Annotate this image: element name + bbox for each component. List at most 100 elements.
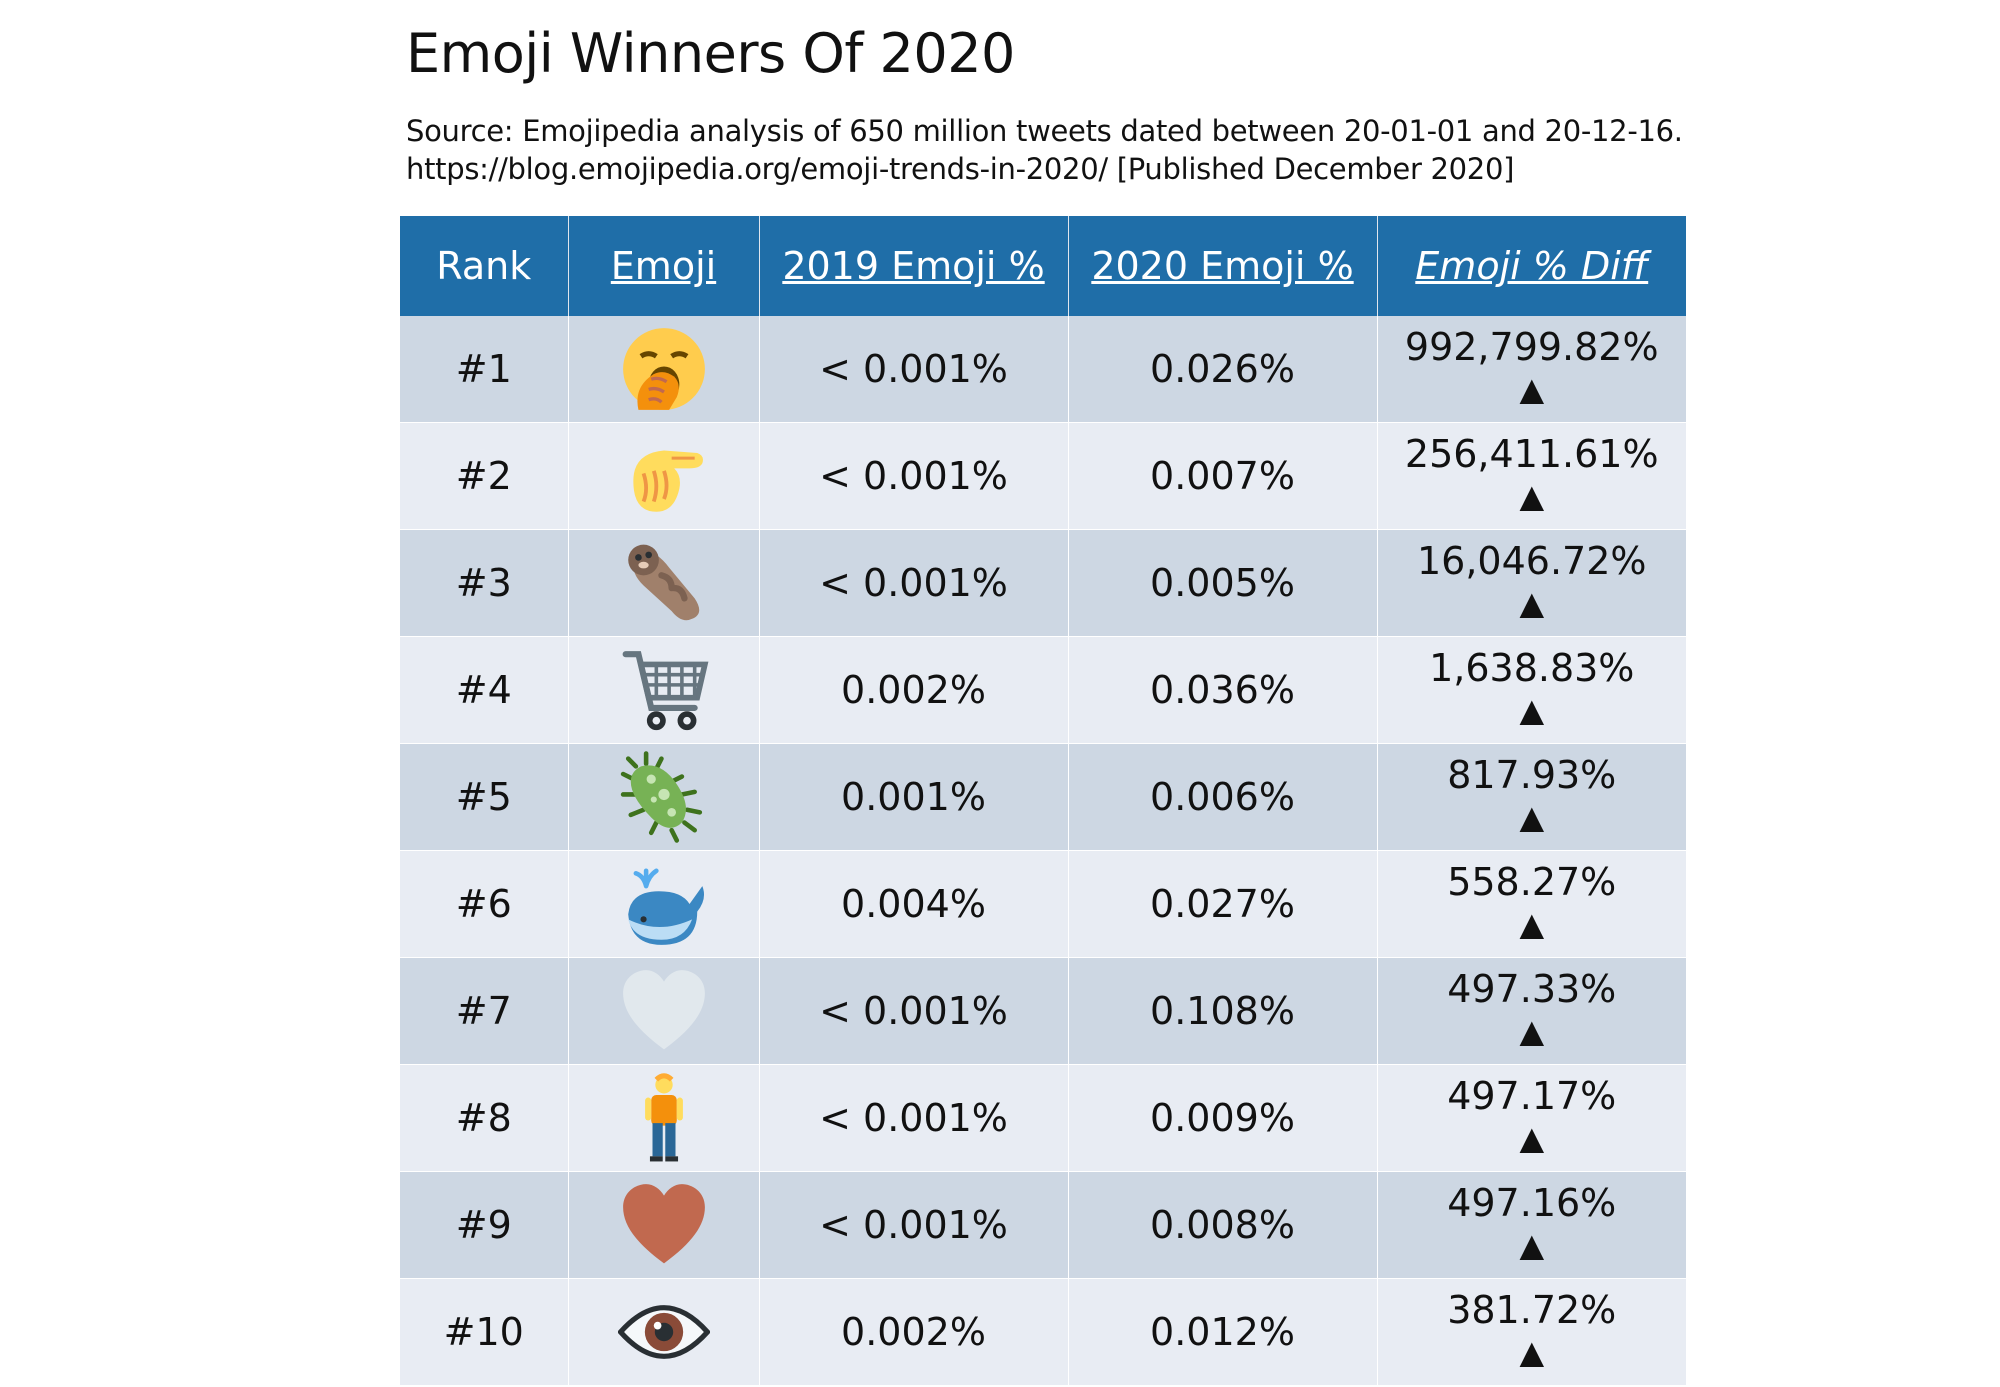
table-row: #10 0.002% 0.012% 381.72% ▲: [400, 1278, 1686, 1386]
pct-diff-value: 256,411.61%: [1404, 432, 1659, 476]
pct-diff-cell: 497.17% ▲: [1377, 1064, 1686, 1172]
pct-2019-cell: < 0.001%: [759, 316, 1069, 423]
up-arrow-icon: ▲: [1519, 1333, 1545, 1371]
pct-diff-cell: 558.27% ▲: [1377, 850, 1686, 958]
table-row: #9 < 0.001% 0.008% 497.16% ▲: [400, 1171, 1686, 1279]
pct-diff-cell: 992,799.82% ▲: [1377, 316, 1686, 423]
pct-diff-value: 992,799.82%: [1404, 325, 1659, 369]
table-row: #3 < 0.001% 0.005% 16,046.72% ▲: [400, 529, 1686, 637]
up-arrow-icon: ▲: [1519, 584, 1545, 622]
rank-cell: #9: [400, 1171, 569, 1279]
table-row: #6 0.004% 0.027% 558.27% ▲: [400, 850, 1686, 958]
header-2020-pct[interactable]: 2020 Emoji %: [1068, 216, 1378, 316]
pct-diff-value: 497.33%: [1447, 967, 1617, 1011]
header-2019-pct[interactable]: 2019 Emoji %: [759, 216, 1069, 316]
emoji-table-container: Rank Emoji 2019 Emoji % 2020 Emoji % Emo…: [400, 216, 1686, 1386]
pct-2020-cell: 0.006%: [1068, 743, 1378, 851]
rank-cell: #8: [400, 1064, 569, 1172]
pct-2020-cell: 0.108%: [1068, 957, 1378, 1065]
emoji-cell: [568, 743, 760, 851]
up-arrow-icon: ▲: [1519, 905, 1545, 943]
pct-2019-cell: 0.002%: [759, 636, 1069, 744]
emoji-cell: [568, 529, 760, 637]
pct-diff-value: 497.17%: [1447, 1074, 1617, 1118]
yawning-face-icon: [618, 323, 710, 415]
table-row: #4 0.002% 0.036% 1,638.83% ▲: [400, 636, 1686, 744]
brown-heart-icon: [618, 1179, 710, 1271]
table-row: #1 < 0.001% 0.026% 992,799.82% ▲: [400, 316, 1686, 423]
rank-cell: #5: [400, 743, 569, 851]
pct-diff-value: 1,638.83%: [1429, 646, 1635, 690]
pct-diff-value: 16,046.72%: [1416, 539, 1647, 583]
table-row: #2 < 0.001% 0.007% 256,411.61% ▲: [400, 422, 1686, 530]
table-row: #7 < 0.001% 0.108% 497.33% ▲: [400, 957, 1686, 1065]
emoji-cell: [568, 636, 760, 744]
pct-diff-cell: 497.16% ▲: [1377, 1171, 1686, 1279]
pct-diff-value: 558.27%: [1447, 860, 1617, 904]
emoji-cell: [568, 316, 760, 423]
emoji-cell: [568, 957, 760, 1065]
up-arrow-icon: ▲: [1519, 798, 1545, 836]
pct-2020-cell: 0.012%: [1068, 1278, 1378, 1386]
pct-2019-cell: 0.004%: [759, 850, 1069, 958]
eye-icon: [616, 1286, 711, 1378]
pct-diff-cell: 16,046.72% ▲: [1377, 529, 1686, 637]
rank-cell: #10: [400, 1278, 569, 1386]
pct-2020-cell: 0.008%: [1068, 1171, 1378, 1279]
up-arrow-icon: ▲: [1519, 477, 1545, 515]
pct-2019-cell: < 0.001%: [759, 1171, 1069, 1279]
pct-2019-cell: < 0.001%: [759, 529, 1069, 637]
pct-diff-cell: 497.33% ▲: [1377, 957, 1686, 1065]
rank-cell: #4: [400, 636, 569, 744]
pct-2019-cell: < 0.001%: [759, 1064, 1069, 1172]
emoji-cell: [568, 422, 760, 530]
header-pct-diff[interactable]: Emoji % Diff: [1377, 216, 1686, 316]
table-row: #8 < 0.001% 0.009% 497.17% ▲: [400, 1064, 1686, 1172]
shopping-cart-icon: [618, 644, 710, 736]
pct-2020-cell: 0.005%: [1068, 529, 1378, 637]
up-arrow-icon: ▲: [1519, 1012, 1545, 1050]
rank-cell: #2: [400, 422, 569, 530]
pct-2020-cell: 0.007%: [1068, 422, 1378, 530]
pct-2019-cell: 0.001%: [759, 743, 1069, 851]
emoji-cell: [568, 1064, 760, 1172]
rank-cell: #7: [400, 957, 569, 1065]
pct-diff-cell: 381.72% ▲: [1377, 1278, 1686, 1386]
rank-cell: #6: [400, 850, 569, 958]
emoji-cell: [568, 850, 760, 958]
table-row: #5 0.001% 0.006% 817.93% ▲: [400, 743, 1686, 851]
rank-cell: #3: [400, 529, 569, 637]
microbe-icon: [618, 751, 710, 843]
up-arrow-icon: ▲: [1519, 1226, 1545, 1264]
pct-diff-value: 497.16%: [1447, 1181, 1617, 1225]
pct-2020-cell: 0.026%: [1068, 316, 1378, 423]
pct-2020-cell: 0.027%: [1068, 850, 1378, 958]
source-url-line[interactable]: https://blog.emojipedia.org/emoji-trends…: [406, 152, 1515, 186]
pct-diff-value: 817.93%: [1447, 753, 1617, 797]
source-line: Source: Emojipedia analysis of 650 milli…: [406, 114, 1683, 148]
pct-2020-cell: 0.009%: [1068, 1064, 1378, 1172]
table-header-row: Rank Emoji 2019 Emoji % 2020 Emoji % Emo…: [400, 216, 1686, 316]
pct-2019-cell: 0.002%: [759, 1278, 1069, 1386]
pct-2019-cell: < 0.001%: [759, 957, 1069, 1065]
chart-title: Emoji Winners Of 2020: [406, 22, 1015, 85]
pct-2020-cell: 0.036%: [1068, 636, 1378, 744]
header-emoji[interactable]: Emoji: [568, 216, 760, 316]
pct-2019-cell: < 0.001%: [759, 422, 1069, 530]
pct-diff-value: 381.72%: [1447, 1288, 1617, 1332]
otter-icon: [618, 537, 710, 629]
spouting-whale-icon: [618, 858, 710, 950]
up-arrow-icon: ▲: [1519, 1119, 1545, 1157]
emoji-cell: [568, 1171, 760, 1279]
pct-diff-cell: 256,411.61% ▲: [1377, 422, 1686, 530]
chart-subtitle: Source: Emojipedia analysis of 650 milli…: [406, 112, 1683, 188]
rank-cell: #1: [400, 316, 569, 423]
pct-diff-cell: 1,638.83% ▲: [1377, 636, 1686, 744]
header-rank: Rank: [400, 216, 569, 316]
pct-diff-cell: 817.93% ▲: [1377, 743, 1686, 851]
emoji-cell: [568, 1278, 760, 1386]
up-arrow-icon: ▲: [1519, 370, 1545, 408]
up-arrow-icon: ▲: [1519, 691, 1545, 729]
pinched-fingers-icon: [618, 430, 710, 522]
person-standing-icon: [618, 1072, 710, 1164]
